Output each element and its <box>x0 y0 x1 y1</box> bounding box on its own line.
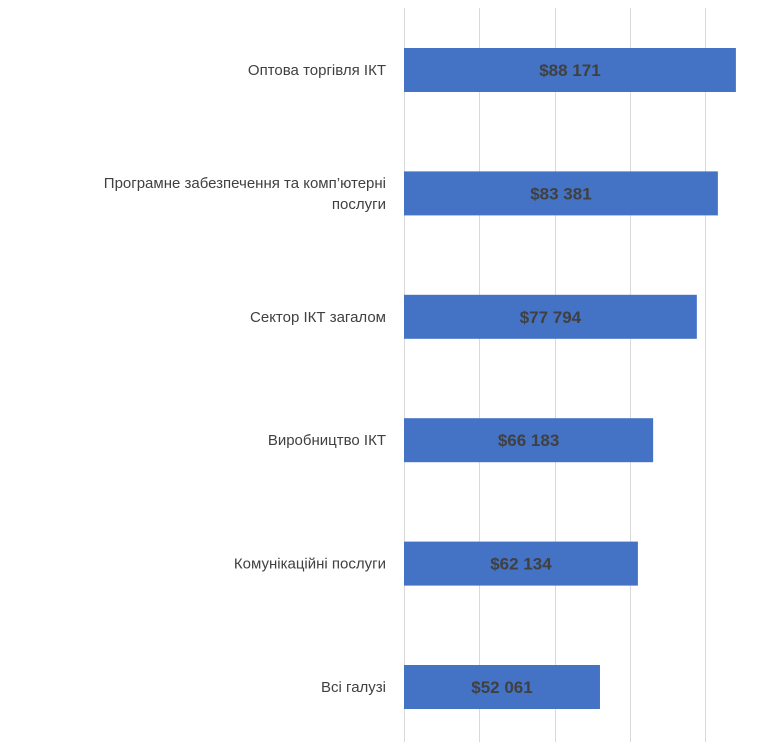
bar <box>404 294 697 339</box>
data-labels: $88 171 $83 381 $77 794 $66 183 $62 134 $52 0… <box>471 61 600 697</box>
category-label: Оптова торгівля ІКТ <box>248 62 386 79</box>
category-label: Виробництво ІКТ <box>268 432 386 449</box>
category-label: Всі галузі <box>321 679 386 696</box>
data-label: $88 171 <box>539 61 600 80</box>
data-label: $83 381 <box>530 184 591 203</box>
data-label: $66 183 <box>498 431 559 450</box>
data-label: $52 061 <box>471 678 532 697</box>
gridlines <box>404 8 706 742</box>
bar <box>404 171 718 216</box>
bars <box>404 48 736 709</box>
category-labels: Оптова торгівля ІКТ Програмне забезпеченн… <box>104 62 386 696</box>
category-label: Сектор ІКТ загалом <box>250 309 386 326</box>
category-label: Комунікаційні послуги <box>234 556 386 573</box>
category-label: Програмне забезпечення та комп’ютерні пос… <box>104 175 386 213</box>
data-label: $77 794 <box>520 308 582 327</box>
bar <box>404 541 638 586</box>
bar <box>404 418 654 463</box>
data-label: $62 134 <box>490 555 552 574</box>
bar <box>404 665 600 709</box>
bar <box>404 48 736 92</box>
